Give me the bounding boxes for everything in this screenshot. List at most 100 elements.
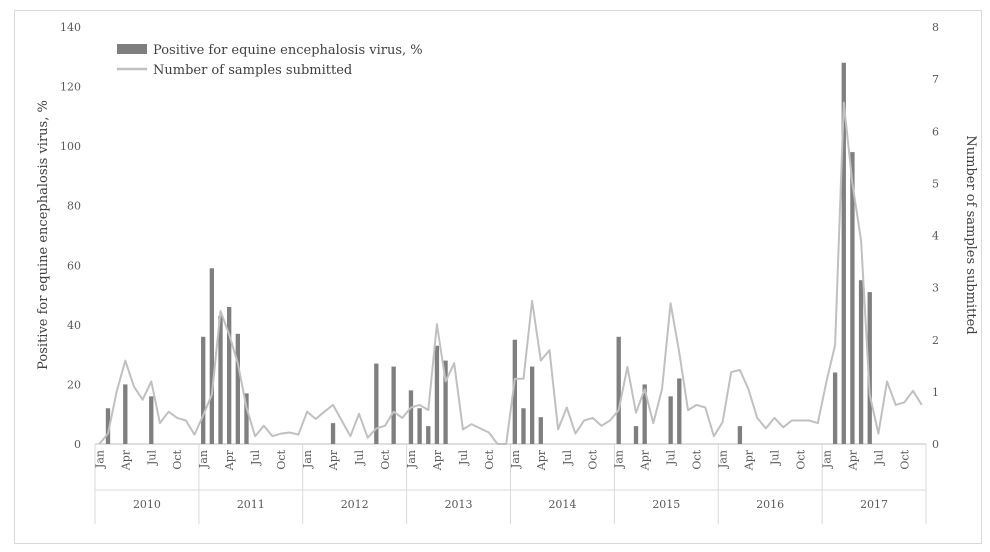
- axes: [94, 443, 927, 524]
- x-month-tick-label: Apr: [327, 449, 340, 471]
- x-month-tick-label: Jan: [613, 450, 626, 469]
- bar: [521, 408, 526, 444]
- bar: [858, 280, 864, 444]
- bar: [201, 336, 206, 444]
- combo-chart: 0 20 40 60 80 100 120 140 0 1 2 3 4 5 6 7 8 Jan Apr Jul Oct 2…: [36, 21, 978, 524]
- bar: [443, 360, 448, 444]
- bar: [218, 315, 223, 444]
- bar: [209, 268, 215, 444]
- x-month-tick-label: Oct: [898, 449, 911, 469]
- y-right-tick-label: 6: [932, 125, 939, 138]
- x-month-tick-label: Apr: [535, 449, 548, 471]
- bar-series: [105, 62, 872, 444]
- x-month-tick-label: Jan: [717, 450, 730, 469]
- bar: [391, 366, 396, 444]
- bar: [426, 426, 431, 444]
- y-left-tick-label: 0: [74, 438, 81, 451]
- x-month-tick-label: Apr: [119, 449, 132, 471]
- x-month-tick-label: Apr: [743, 449, 756, 471]
- x-month-tick-label: Apr: [639, 449, 652, 471]
- x-year-label: 2014: [548, 498, 576, 511]
- y-right-tick-label: 7: [932, 73, 939, 86]
- y-axis-title-right: Number of samples submitted: [963, 135, 978, 334]
- x-year-label: 2011: [237, 498, 265, 511]
- x-year-label: 2012: [341, 498, 369, 511]
- bar: [841, 62, 846, 444]
- x-month-tick-label: Oct: [794, 449, 807, 469]
- x-month-tick-label: Jul: [769, 450, 782, 466]
- x-month-tick-label: Oct: [587, 449, 600, 469]
- line-series: [98, 101, 923, 445]
- y-right-tick-label: 8: [932, 21, 939, 34]
- y-left-tick-label: 120: [60, 81, 81, 94]
- x-month-tick-label: Oct: [483, 449, 496, 469]
- y-right-tick-label: 3: [932, 282, 939, 295]
- y-left-tick-label: 40: [67, 319, 81, 332]
- bar: [417, 408, 422, 444]
- x-year-label: 2013: [445, 498, 473, 511]
- legend-bar-label: Positive for equine encephalosis virus, …: [153, 43, 423, 58]
- bar: [737, 426, 743, 444]
- bar: [850, 152, 855, 444]
- bar: [512, 339, 517, 444]
- bar: [123, 384, 128, 444]
- x-month-tick-label: Oct: [171, 449, 184, 469]
- bar: [633, 426, 639, 444]
- bar: [668, 396, 673, 444]
- x-month-tick-label: Jan: [405, 450, 418, 469]
- legend-line-label: Number of samples submitted: [153, 63, 352, 78]
- y-axis-title-left: Positive for equine encephalosis virus, …: [36, 100, 51, 370]
- bar: [408, 390, 414, 444]
- bar: [538, 417, 543, 444]
- bar: [434, 345, 440, 444]
- x-month-tick-label: Jul: [561, 450, 574, 466]
- y-left-tick-label: 80: [67, 200, 81, 213]
- x-month-tick-label: Jul: [249, 450, 262, 466]
- x-month-tick-label: Oct: [691, 449, 704, 469]
- x-month-tick-label: Apr: [846, 449, 859, 471]
- x-month-tick-label: Jul: [145, 450, 158, 466]
- y-left-tick-label: 20: [67, 378, 81, 391]
- y-right-tick-label: 4: [932, 230, 939, 243]
- x-month-tick-label: Jan: [509, 450, 522, 469]
- bar: [642, 384, 647, 444]
- x-month-tick-label: Jul: [665, 450, 678, 466]
- bar: [227, 306, 232, 444]
- bar: [374, 363, 379, 444]
- x-month-tick-label: Jan: [93, 450, 106, 469]
- legend-bar-swatch: [117, 44, 147, 54]
- tick-labels: 0 20 40 60 80 100 120 140 0 1 2 3 4 5 6 7 8 Jan Apr Jul Oct 2…: [60, 21, 939, 511]
- bar: [867, 292, 872, 444]
- y-left-tick-label: 100: [60, 140, 81, 153]
- bar: [235, 333, 240, 444]
- x-year-label: 2017: [860, 498, 888, 511]
- x-month-tick-label: Apr: [431, 449, 444, 471]
- bar: [832, 372, 838, 444]
- x-month-tick-label: Jul: [457, 450, 470, 466]
- bar: [616, 336, 621, 444]
- y-left-tick-label: 60: [67, 259, 81, 272]
- x-month-tick-label: Jan: [197, 450, 210, 469]
- x-month-tick-label: Oct: [379, 449, 392, 469]
- legend: Positive for equine encephalosis virus, …: [117, 43, 423, 78]
- x-month-tick-label: Oct: [275, 449, 288, 469]
- y-right-tick-label: 2: [932, 334, 939, 347]
- bar: [149, 396, 154, 444]
- x-month-tick-label: Jul: [353, 450, 366, 466]
- bar: [677, 378, 682, 444]
- x-year-label: 2016: [756, 498, 784, 511]
- bar: [244, 393, 249, 444]
- bar: [105, 408, 111, 444]
- x-year-label: 2015: [652, 498, 680, 511]
- chart-frame: 0 20 40 60 80 100 120 140 0 1 2 3 4 5 6 7 8 Jan Apr Jul Oct 2…: [14, 10, 982, 544]
- x-year-label: 2010: [133, 498, 161, 511]
- samples-line: [98, 101, 923, 445]
- x-month-tick-label: Jan: [301, 450, 314, 469]
- x-month-tick-label: Jan: [820, 450, 833, 469]
- bar: [330, 423, 336, 444]
- x-month-tick-label: Apr: [223, 449, 236, 471]
- y-right-tick-label: 1: [932, 386, 939, 399]
- y-left-tick-label: 140: [60, 21, 81, 34]
- x-month-tick-label: Jul: [872, 450, 885, 466]
- y-right-tick-label: 0: [932, 438, 939, 451]
